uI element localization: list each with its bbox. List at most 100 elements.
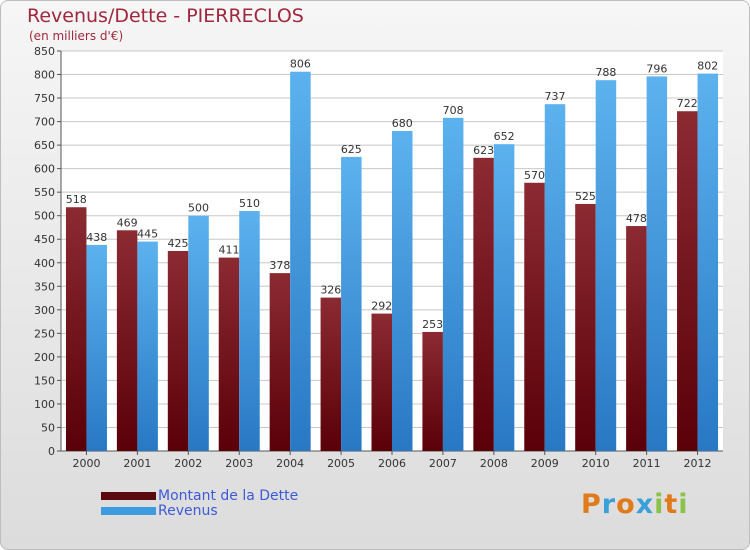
logo-letter: t (664, 489, 679, 520)
y-tick-label: 0 (48, 445, 55, 458)
x-tick-label: 2001 (123, 457, 151, 470)
legend-swatch-dette (101, 492, 156, 500)
x-tick-label: 2004 (276, 457, 304, 470)
bar-revenus (493, 144, 515, 452)
y-tick-label: 750 (34, 92, 55, 105)
data-label-revenus: 625 (341, 143, 362, 156)
bar-revenus (392, 131, 413, 451)
bar-revenus (188, 215, 209, 451)
data-label-revenus: 788 (595, 66, 616, 79)
y-tick-label: 350 (34, 280, 55, 293)
bar-dette (65, 207, 87, 451)
logo-letter: o (616, 489, 636, 520)
data-label-dette: 326 (320, 284, 341, 297)
bar-revenus (290, 71, 311, 452)
data-label-dette: 411 (218, 244, 239, 257)
logo-letter: i (654, 489, 665, 520)
bar-revenus (341, 156, 362, 451)
x-tick-label: 2009 (531, 457, 559, 470)
bar-revenus (646, 76, 668, 451)
logo-letter: r (601, 489, 617, 520)
x-tick-label: 2010 (582, 457, 610, 470)
bar-revenus (697, 73, 719, 452)
chart-subtitle: (en milliers d'€) (29, 29, 124, 43)
y-tick-label: 450 (34, 233, 55, 246)
data-label-revenus: 510 (239, 197, 260, 210)
data-label-dette: 570 (524, 169, 545, 182)
bar-dette (422, 331, 443, 451)
data-label-dette: 623 (473, 144, 494, 157)
y-tick-label: 50 (41, 421, 55, 434)
bar-dette (218, 257, 240, 451)
bar-dette (371, 313, 392, 451)
y-tick-label: 550 (34, 186, 55, 199)
bar-revenus (595, 80, 617, 452)
bar-dette (116, 230, 138, 451)
x-tick-label: 2003 (225, 457, 253, 470)
data-label-dette: 722 (677, 97, 698, 110)
data-label-revenus: 737 (545, 90, 566, 103)
logo-letter: x (635, 489, 655, 520)
data-label-dette: 292 (371, 300, 392, 313)
data-label-dette: 469 (117, 216, 138, 229)
bar-dette (575, 203, 596, 451)
bar-revenus (86, 244, 107, 451)
data-label-revenus: 806 (290, 58, 311, 71)
data-label-dette: 518 (66, 193, 87, 206)
bar-revenus (442, 117, 464, 451)
y-tick-label: 800 (34, 69, 55, 82)
y-tick-label: 700 (34, 116, 55, 129)
data-label-revenus: 796 (646, 62, 667, 75)
bar-revenus (137, 241, 158, 451)
data-label-dette: 478 (626, 212, 647, 225)
chart-title: Revenus/Dette - PIERRECLOS (27, 5, 304, 27)
legend-item-revenus: Revenus (101, 503, 218, 519)
y-tick-label: 850 (34, 45, 55, 58)
y-tick-label: 650 (34, 139, 55, 152)
data-label-dette: 253 (422, 318, 443, 331)
legend-label-revenus: Revenus (158, 503, 218, 519)
bar-revenus (544, 104, 566, 452)
data-label-revenus: 708 (443, 104, 464, 117)
bar-dette (524, 182, 545, 451)
data-label-dette: 425 (168, 237, 189, 250)
legend-item-dette: Montant de la Dette (101, 488, 298, 504)
x-tick-label: 2008 (480, 457, 508, 470)
y-tick-label: 400 (34, 257, 55, 270)
legend-label-dette: Montant de la Dette (158, 488, 299, 504)
y-tick-label: 100 (34, 398, 55, 411)
bar-dette (626, 226, 647, 451)
y-tick-label: 600 (34, 163, 55, 176)
y-tick-label: 300 (34, 304, 55, 317)
data-label-revenus: 652 (494, 130, 515, 143)
data-label-revenus: 438 (86, 231, 107, 244)
bar-dette (320, 297, 342, 451)
bar-dette (269, 273, 291, 451)
y-tick-label: 250 (34, 327, 55, 340)
data-label-revenus: 680 (392, 117, 413, 130)
x-tick-label: 2012 (684, 457, 712, 470)
logo-letter: i (678, 489, 689, 520)
logo-letter: P (581, 489, 602, 520)
proxiti-logo: Proxiti (581, 489, 689, 520)
bar-dette (167, 251, 189, 451)
data-label-revenus: 500 (188, 202, 209, 215)
y-tick-label: 500 (34, 210, 55, 223)
x-tick-label: 2002 (174, 457, 202, 470)
x-tick-label: 2006 (378, 457, 406, 470)
bar-dette (677, 111, 698, 451)
y-tick-label: 200 (34, 351, 55, 364)
data-label-dette: 378 (269, 259, 290, 272)
data-label-revenus: 802 (697, 60, 718, 73)
bar-revenus (239, 211, 260, 451)
data-label-dette: 525 (575, 190, 596, 203)
bar-dette (473, 157, 494, 451)
y-tick-label: 150 (34, 374, 55, 387)
x-tick-label: 2007 (429, 457, 457, 470)
data-label-revenus: 445 (137, 228, 158, 241)
x-tick-label: 2005 (327, 457, 355, 470)
x-tick-label: 2000 (72, 457, 100, 470)
legend-swatch-revenus (101, 507, 156, 515)
